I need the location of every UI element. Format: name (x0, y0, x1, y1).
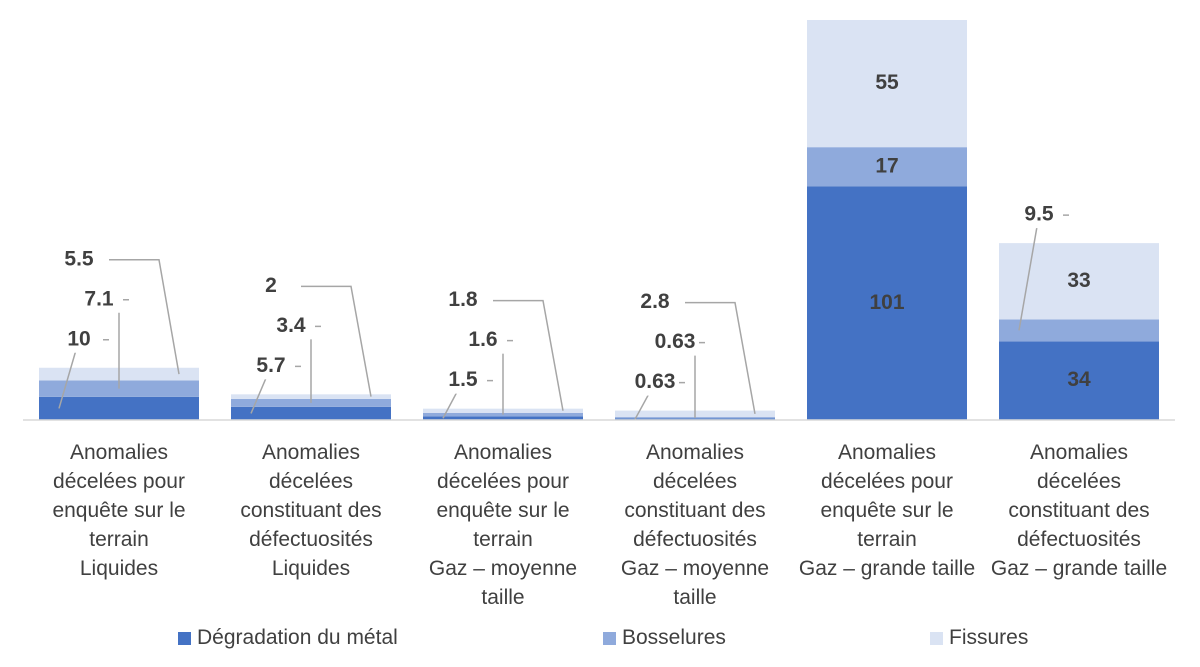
data-label: 1.6 (468, 328, 497, 351)
data-label: 5.5 (64, 247, 94, 270)
label-bg (1015, 202, 1063, 229)
bar-segment (231, 406, 391, 420)
bar-segment (999, 243, 1159, 320)
data-label: 2.8 (640, 290, 670, 313)
bar-segment (39, 396, 199, 420)
data-label: 3.4 (276, 314, 306, 337)
data-label: 5.7 (256, 354, 285, 377)
x-tick-label: Anomalies décelées pour enquête sur le t… (798, 441, 976, 580)
data-label: 0.63 (655, 330, 696, 353)
label-bg (247, 353, 295, 380)
legend-swatch (603, 631, 616, 645)
label-bg (439, 367, 487, 394)
label-bg (75, 286, 123, 313)
data-label: 10 (67, 327, 90, 350)
legend-item: Bosselures (603, 626, 726, 650)
label-bg (459, 327, 507, 354)
legend-swatch (930, 631, 943, 645)
legend-item: Fissures (930, 626, 1028, 650)
data-label: 1.5 (448, 368, 478, 391)
data-label: 7.1 (84, 287, 114, 310)
label-bg (631, 289, 679, 316)
bar-segment (423, 416, 583, 420)
x-tick-label: Anomalies décelées pour enquête sur le t… (428, 441, 578, 609)
data-label: 2 (265, 274, 277, 297)
data-label: 101 (869, 291, 904, 314)
label-bg (439, 287, 487, 314)
data-label: 9.5 (1024, 203, 1054, 226)
label-bg (651, 329, 699, 356)
leader-line (109, 258, 180, 375)
bar-segment (807, 147, 967, 187)
bar-segment (999, 319, 1159, 342)
bar-segment (807, 186, 967, 420)
leader-line (493, 299, 564, 411)
leader-line (685, 301, 756, 414)
data-label: 55 (875, 71, 899, 94)
label-bg (55, 246, 103, 273)
x-tick-label: Anomalies décelées constituant des défec… (240, 441, 382, 580)
legend-label: Fissures (949, 626, 1029, 649)
data-label: 1.8 (448, 288, 478, 311)
leader-line (301, 285, 372, 397)
label-bg (247, 273, 295, 300)
data-label: 34 (1067, 368, 1091, 391)
data-label: 0.63 (635, 370, 676, 393)
legend-item: Dégradation du métal (178, 626, 398, 650)
x-tick-label: Anomalies décelées pour enquête sur le t… (52, 441, 186, 580)
data-label: 33 (1067, 269, 1090, 292)
x-tick-label: Anomalies décelées constituant des défec… (620, 441, 770, 609)
bar-segment (807, 20, 967, 148)
bar-segment (999, 341, 1159, 420)
legend: Dégradation du métal Bosselures Fissures (0, 626, 1200, 656)
x-tick-label: Anomalies décelées constituant des défec… (990, 441, 1168, 580)
label-bg (631, 369, 679, 396)
data-label: 17 (875, 154, 898, 177)
label-bg (267, 313, 315, 340)
label-bg (55, 326, 103, 353)
legend-label: Bosselures (622, 626, 726, 649)
legend-label: Dégradation du métal (197, 626, 398, 649)
legend-swatch (178, 631, 191, 645)
